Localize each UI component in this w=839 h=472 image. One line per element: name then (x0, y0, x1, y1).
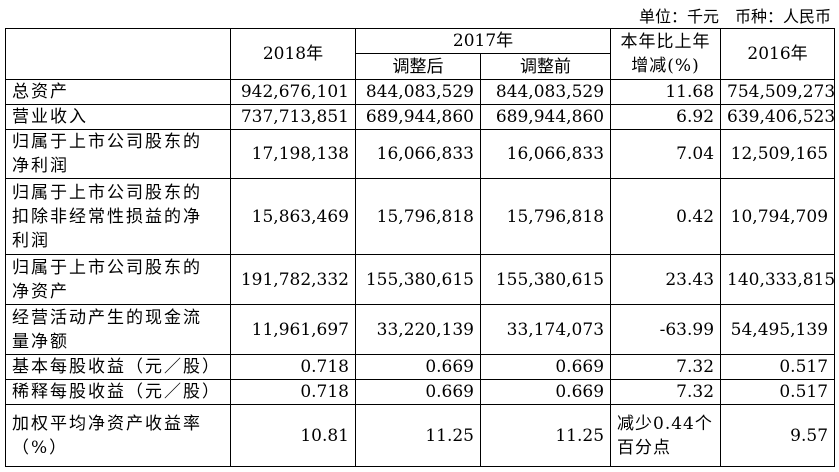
data-cell: 0.517 (720, 354, 836, 380)
table-row: 归属于上市公司股东的扣除非经常性损益的净利润 15,863,469 15,796,8… (5, 178, 836, 255)
data-cell: 0.669 (355, 354, 481, 380)
data-cell: 15,796,818 (479, 178, 612, 255)
data-cell: 140,333,815 (720, 254, 835, 305)
unit-note: 单位：千元 币种：人民币 (638, 7, 831, 26)
data-cell: 11.25 (479, 404, 612, 467)
data-cell: 689,944,860 (479, 104, 612, 130)
row-label: 加权平均净资产收益率（%） (5, 404, 231, 467)
header-cell: 调整前 (479, 53, 612, 80)
row-label: 稀释每股收益（元／股） (5, 379, 231, 405)
header-cell: 调整后 (355, 53, 481, 80)
table-row: 经营活动产生的现金流量净额 11,961,697 33,220,139 33,174,… (5, 304, 836, 355)
data-cell: 844,083,529 (479, 79, 612, 105)
header-cell: 2017年 (354, 28, 612, 54)
data-cell: 17,198,138 (230, 129, 356, 179)
row-label: 归属于上市公司股东的净资产 (5, 254, 231, 305)
data-cell: 16,066,833 (355, 129, 481, 179)
data-cell: 0.669 (479, 354, 612, 380)
row-label: 归属于上市公司股东的净利润 (5, 129, 231, 179)
data-cell: 10.81 (230, 404, 356, 467)
data-cell: 639,406,523 (720, 104, 835, 130)
data-cell: 9.57 (720, 404, 836, 467)
data-cell: 0.517 (720, 379, 836, 405)
financial-table: 2018年 2017年 本年比上年增减(%) 2016年 调整后 调整前 总资产… (5, 28, 835, 467)
data-cell: 12,509,165 (720, 129, 836, 179)
data-cell: 33,220,139 (355, 304, 481, 355)
table-row: 营业收入 737,713,851 689,944,860 689,944,860 6.9… (5, 104, 835, 130)
data-cell: 16,066,833 (479, 129, 612, 179)
data-cell: 0.718 (230, 379, 356, 405)
row-label: 营业收入 (5, 104, 231, 130)
table-row: 稀释每股收益（元／股） 0.718 0.669 0.669 7.32 0.517 (5, 379, 836, 405)
row-label: 经营活动产生的现金流量净额 (5, 304, 231, 355)
data-cell: 844,083,529 (355, 79, 481, 105)
header-cell: 本年比上年增减(%) (610, 28, 722, 80)
table-row: 加权平均净资产收益率（%） 10.81 11.25 11.25 减少0.44个百分点 9.… (5, 404, 836, 467)
data-cell: 754,509,273 (720, 79, 835, 105)
table-row: 总资产 942,676,101 844,083,529 844,083,529 11.6… (5, 79, 835, 105)
data-cell: 0.718 (230, 354, 356, 380)
data-cell: 6.92 (610, 104, 722, 130)
data-cell: 191,782,332 (230, 254, 356, 305)
data-cell: 7.04 (610, 129, 722, 179)
data-cell: -63.99 (610, 304, 722, 355)
header-cell: 2016年 (720, 28, 836, 80)
data-cell: 0.42 (610, 178, 722, 255)
header-cell: 2018年 (230, 28, 356, 80)
data-cell: 11.68 (610, 79, 722, 105)
table-row: 归属于上市公司股东的净利润 17,198,138 16,066,833 16,066,… (5, 129, 836, 179)
row-label: 基本每股收益（元／股） (5, 354, 231, 380)
data-cell: 15,863,469 (230, 178, 356, 255)
row-label: 总资产 (5, 79, 231, 105)
data-cell: 942,676,101 (230, 79, 356, 105)
data-cell: 54,495,139 (720, 304, 836, 355)
data-cell: 7.32 (610, 354, 722, 380)
table-row: 基本每股收益（元／股） 0.718 0.669 0.669 7.32 0.517 (5, 354, 836, 380)
data-cell: 0.669 (479, 379, 612, 405)
data-cell: 23.43 (610, 254, 722, 305)
data-cell: 155,380,615 (355, 254, 481, 305)
data-cell: 减少0.44个百分点 (610, 404, 722, 467)
data-cell: 15,796,818 (355, 178, 481, 255)
data-cell: 689,944,860 (355, 104, 481, 130)
data-cell: 11.25 (355, 404, 481, 467)
data-cell: 7.32 (610, 379, 722, 405)
data-cell: 33,174,073 (479, 304, 612, 355)
table-row: 归属于上市公司股东的净资产 191,782,332 155,380,615 155,3… (5, 254, 835, 305)
row-label: 归属于上市公司股东的扣除非经常性损益的净利润 (5, 178, 231, 255)
data-cell: 10,794,709 (720, 178, 836, 255)
data-cell: 0.669 (355, 379, 481, 405)
data-cell: 737,713,851 (230, 104, 356, 130)
data-cell: 11,961,697 (230, 304, 356, 355)
data-cell: 155,380,615 (479, 254, 612, 305)
